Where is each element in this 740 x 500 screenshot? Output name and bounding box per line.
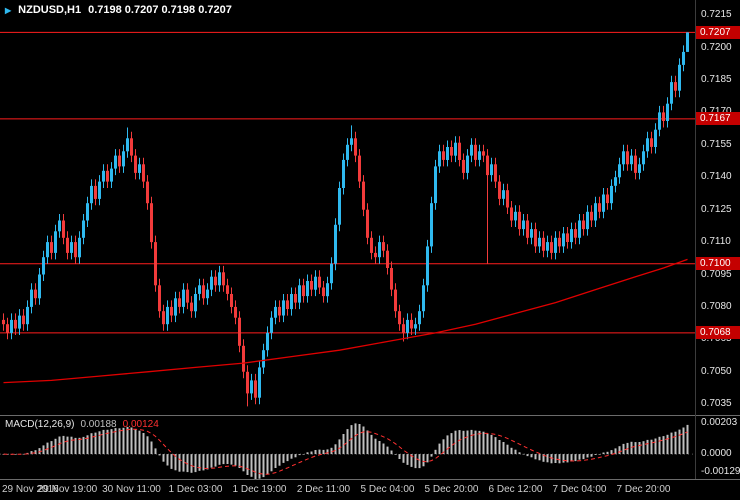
time-tick-label: 29 Nov 2016 bbox=[2, 484, 59, 495]
symbol-marker-icon: ▶ bbox=[5, 5, 12, 15]
chart-header: ▶ NZDUSD,H1 0.7198 0.7207 0.7198 0.7207 bbox=[5, 4, 232, 16]
time-tick-label: 1 Dec 03:00 bbox=[168, 484, 223, 495]
price-tick-label: 0.7185 bbox=[701, 74, 732, 85]
time-tick-label: 5 Dec 04:00 bbox=[360, 484, 415, 495]
macd-signal-value: 0.00124 bbox=[122, 419, 159, 430]
time-tick-label: 2 Dec 11:00 bbox=[296, 484, 351, 495]
price-tick-label: 0.7050 bbox=[701, 366, 732, 377]
price-tick-label: 0.7035 bbox=[701, 398, 732, 409]
macd-tick-label: 0.0000 bbox=[701, 448, 732, 459]
price-tick-label: 0.7125 bbox=[701, 204, 732, 215]
time-tick-label: 1 Dec 19:00 bbox=[232, 484, 287, 495]
macd-panel-plot[interactable] bbox=[0, 416, 695, 479]
ohlc-values-label: 0.7198 0.7207 0.7198 0.7207 bbox=[88, 4, 232, 16]
price-line-tag: 0.7100 bbox=[696, 257, 740, 270]
time-axis-separator bbox=[0, 479, 740, 480]
time-tick-label: 30 Nov 11:00 bbox=[102, 484, 161, 495]
price-tick-label: 0.7155 bbox=[701, 139, 732, 150]
macd-tick-label: 0.00203 bbox=[701, 417, 738, 428]
time-tick-label: 29 Nov 19:00 bbox=[37, 484, 98, 495]
macd-indicator-header: MACD(12,26,9) 0.00188 0.00124 bbox=[5, 419, 159, 430]
macd-name-label: MACD(12,26,9) bbox=[5, 419, 75, 430]
time-tick-label: 5 Dec 20:00 bbox=[424, 484, 479, 495]
time-tick-label: 6 Dec 12:00 bbox=[488, 484, 543, 495]
macd-main-value: 0.00188 bbox=[80, 419, 117, 430]
price-line-tag: 0.7207 bbox=[696, 26, 740, 39]
price-tick-label: 0.7170 bbox=[701, 106, 732, 118]
price-axis-separator bbox=[695, 0, 696, 479]
symbol-period-label: NZDUSD,H1 bbox=[18, 4, 82, 16]
price-tick-label: 0.7080 bbox=[701, 301, 732, 312]
price-tick-label: 0.7110 bbox=[701, 236, 731, 247]
price-chart-plot[interactable] bbox=[0, 0, 695, 415]
time-tick-label: 7 Dec 04:00 bbox=[552, 484, 607, 495]
price-tick-label: 0.7200 bbox=[701, 42, 732, 53]
price-tick-label: 0.7140 bbox=[701, 171, 732, 182]
price-tick-label: 0.7215 bbox=[701, 9, 732, 20]
price-tick-label: 0.7095 bbox=[701, 269, 732, 280]
macd-tick-label: -0.00129 bbox=[701, 466, 740, 477]
price-line-tag: 0.7068 bbox=[696, 326, 740, 339]
price-line-tag: 0.7167 bbox=[696, 112, 740, 125]
time-tick-label: 7 Dec 20:00 bbox=[616, 484, 671, 495]
panel-separator[interactable] bbox=[0, 415, 740, 416]
